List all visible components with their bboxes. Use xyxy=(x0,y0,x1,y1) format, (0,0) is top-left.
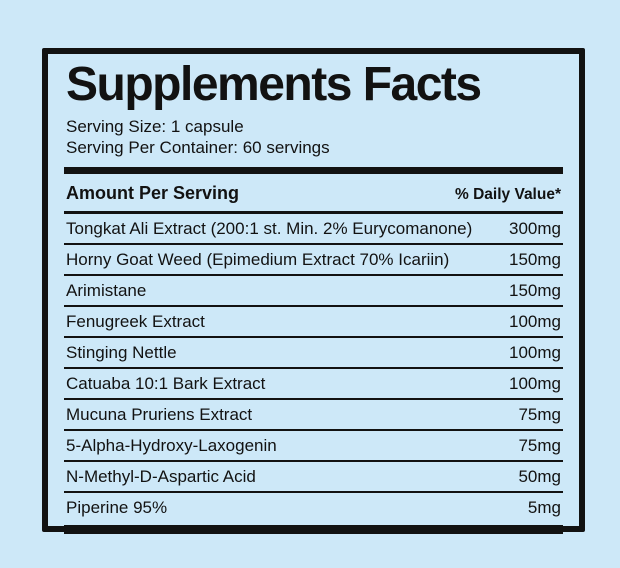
ingredient-row: N-Methyl-D-Aspartic Acid 50mg xyxy=(64,462,563,494)
ingredient-name: Fenugreek Extract xyxy=(66,312,205,332)
facts-header-row: Amount Per Serving % Daily Value* xyxy=(64,174,563,211)
ingredient-amount: 50mg xyxy=(518,467,561,487)
ingredient-amount: 150mg xyxy=(509,281,561,301)
ingredient-name: Tongkat Ali Extract (200:1 st. Min. 2% E… xyxy=(66,219,473,239)
ingredient-amount: 300mg xyxy=(509,219,561,239)
header-amount-per-serving: Amount Per Serving xyxy=(66,183,240,204)
ingredient-amount: 75mg xyxy=(518,436,561,456)
ingredient-amount: 100mg xyxy=(509,312,561,332)
facts-title: Supplements Facts xyxy=(66,58,482,111)
ingredient-name: Mucuna Pruriens Extract xyxy=(66,405,253,425)
ingredient-amount: 100mg xyxy=(509,343,561,363)
ingredient-amount: 75mg xyxy=(518,405,561,425)
ingredient-row: Mucuna Pruriens Extract 75mg xyxy=(64,400,563,432)
ingredient-name: 5-Alpha-Hydroxy-Laxogenin xyxy=(66,436,277,456)
divider-thick-bottom xyxy=(64,525,563,535)
supplement-facts-panel: Supplements Facts Serving Size: 1 capsul… xyxy=(42,48,585,535)
ingredient-amount: 100mg xyxy=(509,374,561,394)
ingredient-name: Horny Goat Weed (Epimedium Extract 70% I… xyxy=(66,250,450,270)
ingredient-rows: Tongkat Ali Extract (200:1 st. Min. 2% E… xyxy=(64,214,563,522)
ingredient-row: 5-Alpha-Hydroxy-Laxogenin 75mg xyxy=(64,431,563,463)
divider-under-header xyxy=(64,211,563,215)
ingredient-name: Arimistane xyxy=(66,281,147,301)
ingredient-row: Fenugreek Extract 100mg xyxy=(64,307,563,339)
divider-thick-top xyxy=(64,167,563,175)
ingredient-amount: 150mg xyxy=(509,250,561,270)
ingredient-name: Stinging Nettle xyxy=(66,343,177,363)
ingredient-row: Arimistane 150mg xyxy=(64,276,563,308)
ingredient-name: Catuaba 10:1 Bark Extract xyxy=(66,374,266,394)
ingredient-row: Piperine 95% 5mg xyxy=(64,493,563,522)
servings-per-container: Serving Per Container: 60 servings xyxy=(66,138,330,158)
ingredient-name: N-Methyl-D-Aspartic Acid xyxy=(66,467,256,487)
ingredient-name: Piperine 95% xyxy=(66,498,168,518)
ingredient-row: Stinging Nettle 100mg xyxy=(64,338,563,370)
serving-size: Serving Size: 1 capsule xyxy=(66,117,244,137)
ingredient-row: Tongkat Ali Extract (200:1 st. Min. 2% E… xyxy=(64,214,563,246)
header-daily-value: % Daily Value* xyxy=(455,186,561,204)
ingredient-amount: 5mg xyxy=(527,498,561,518)
ingredient-row: Horny Goat Weed (Epimedium Extract 70% I… xyxy=(64,245,563,277)
ingredient-row: Catuaba 10:1 Bark Extract 100mg xyxy=(64,369,563,401)
